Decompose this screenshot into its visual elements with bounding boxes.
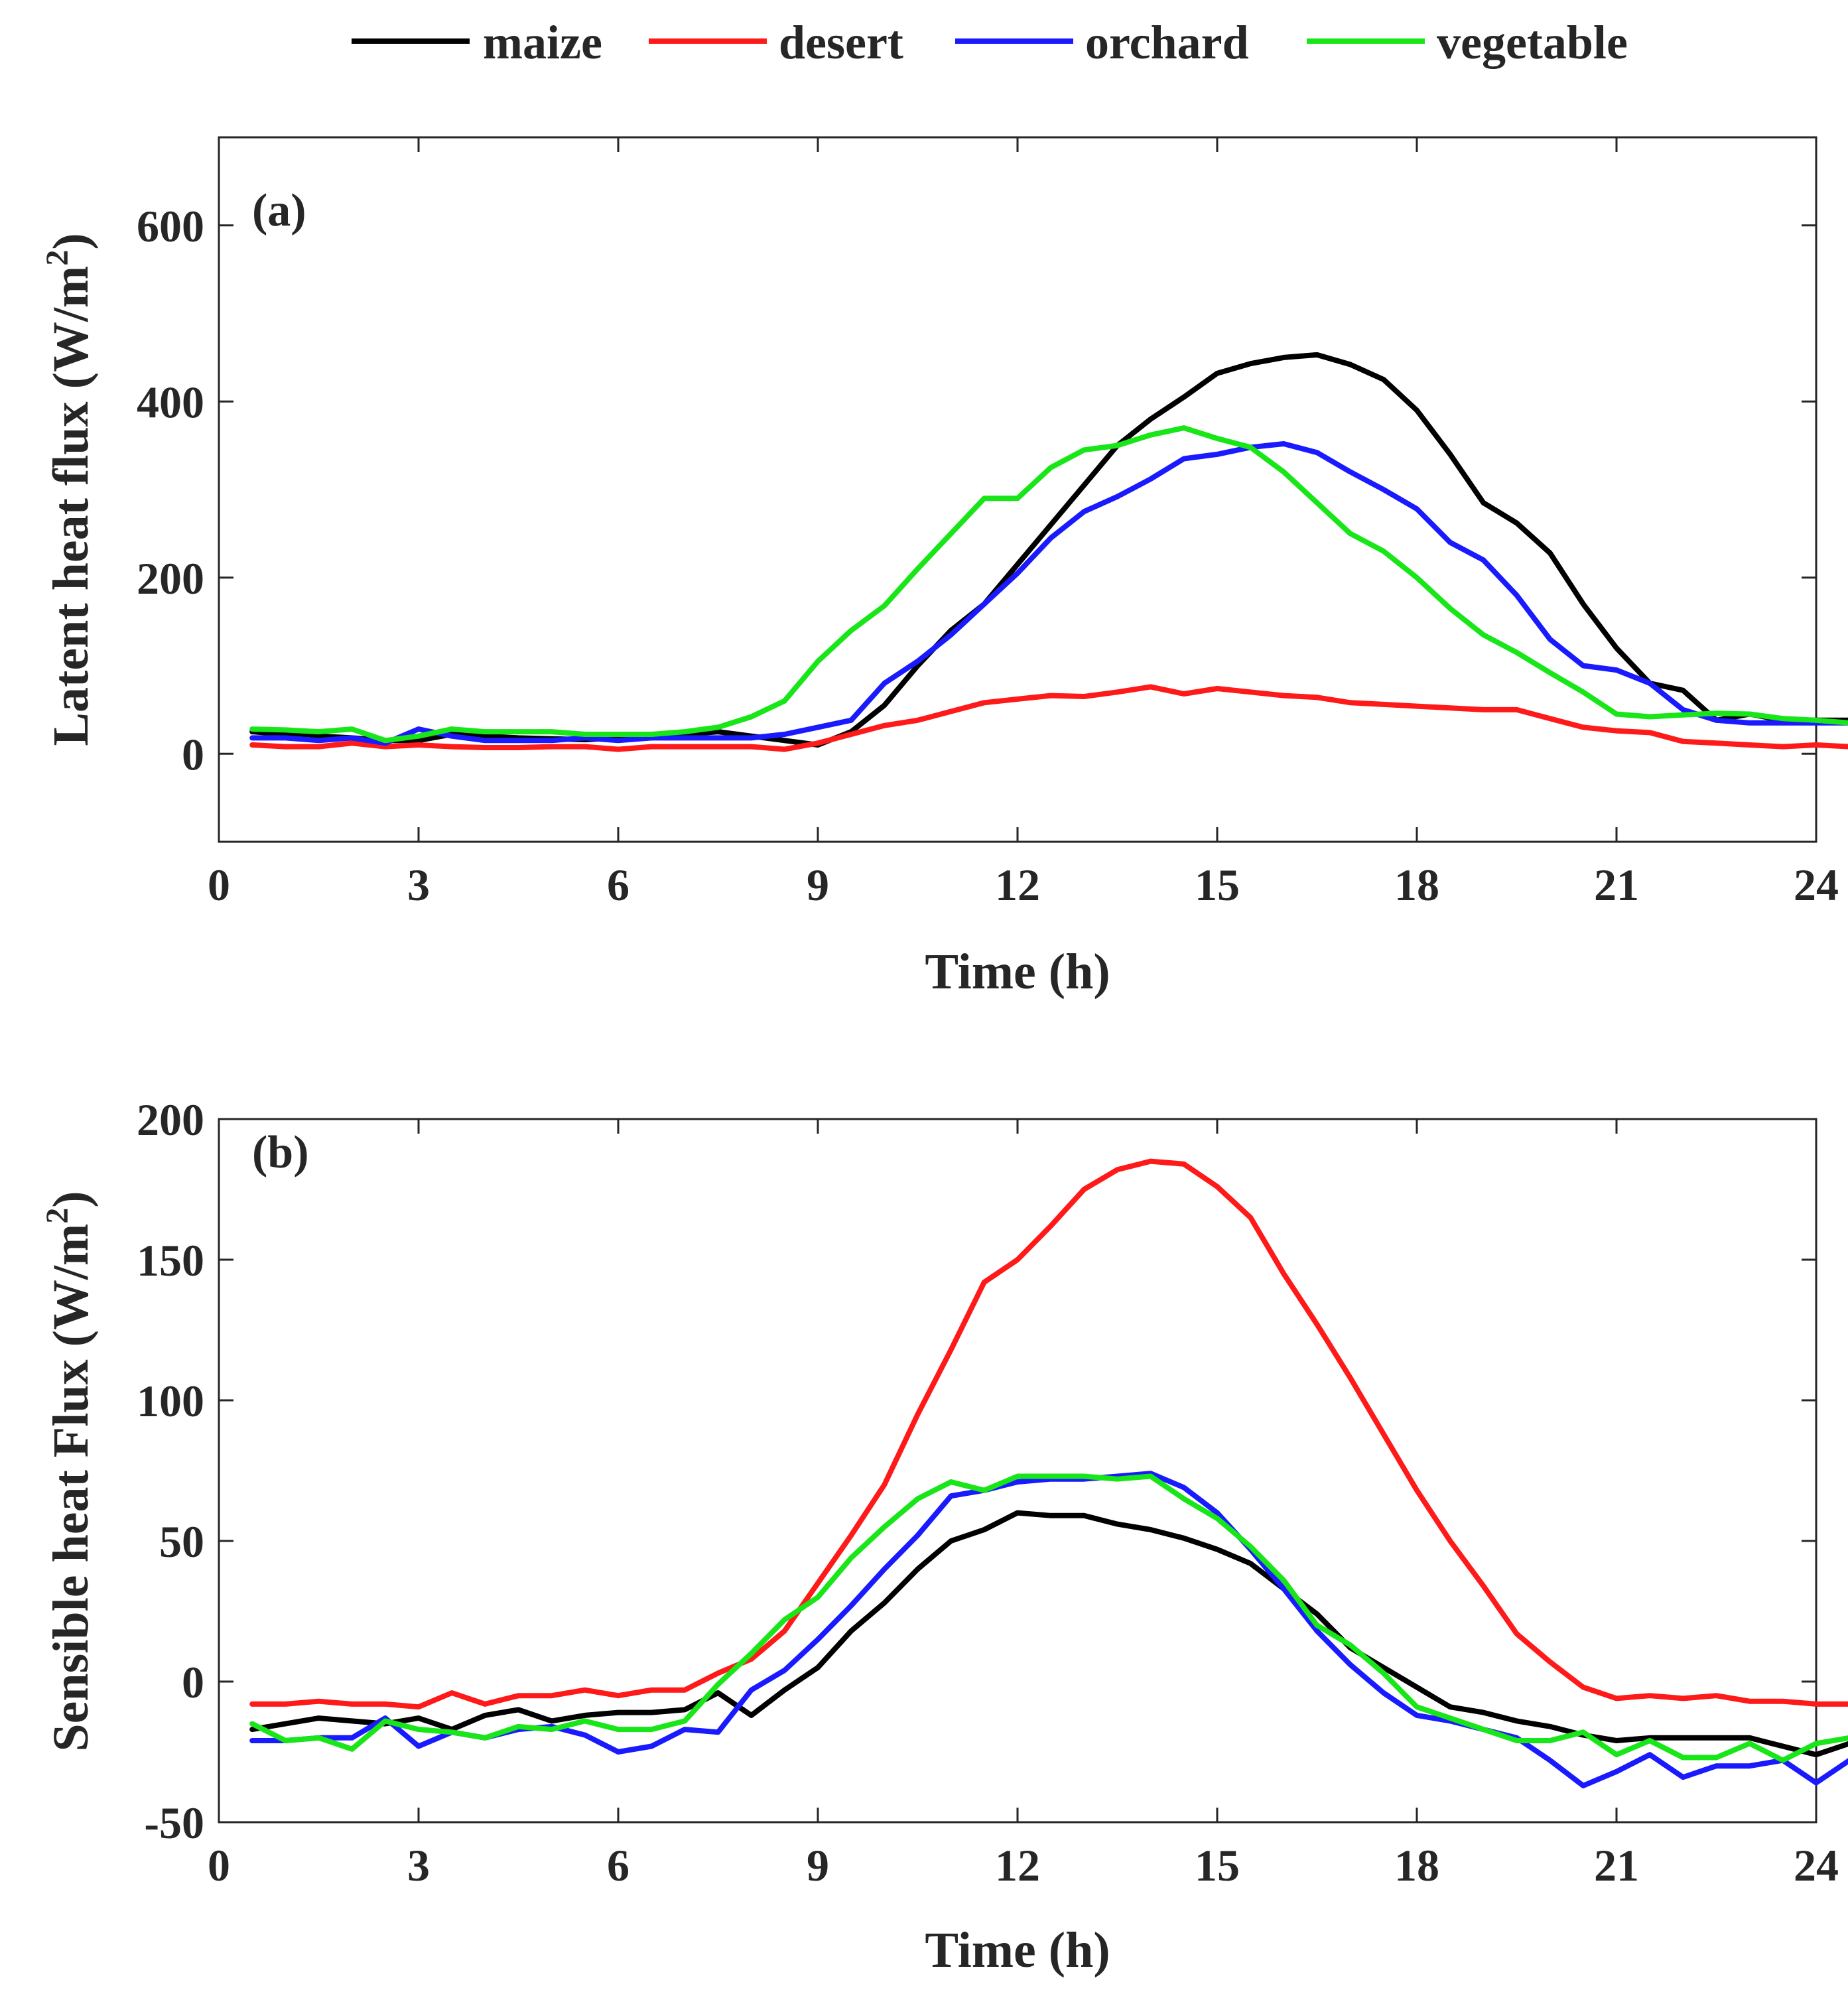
panel-a-label: (a) <box>252 185 306 236</box>
panel-b-xtick-label-6: 18 <box>1394 1840 1439 1891</box>
panel-a-xtick-label-2: 6 <box>607 860 629 910</box>
panel-a-series-maize <box>249 352 1848 748</box>
panel-a-xtick-label-5: 15 <box>1195 860 1240 910</box>
panel-b-y-title-sup: 2 <box>40 1208 75 1224</box>
panel-b-frame <box>218 1118 1817 1824</box>
panel-b-ytick-label-1: 0 <box>182 1657 204 1707</box>
legend: maize desert orchard vegetable <box>352 16 1628 69</box>
panel-a-ytick-label-1: 200 <box>137 553 204 604</box>
panel-a-series-vegetable <box>249 425 1848 744</box>
panel-a-ytick-label-0: 0 <box>182 729 204 779</box>
panel-a-xtick-label-6: 18 <box>1394 860 1439 910</box>
panel-b-x-title: Time (h) <box>925 1922 1110 1978</box>
panel-a-xtick-label-8: 24 <box>1794 860 1839 910</box>
panel-a-xtick-label-3: 9 <box>807 860 829 910</box>
panel-b-xtick-label-2: 6 <box>607 1840 629 1891</box>
panel-b-ytick-label-3: 100 <box>137 1376 204 1426</box>
panel-b-y-title: Sensible heat Flux (W/m2) <box>40 1191 99 1751</box>
panel-a-latent-heat: 0 3 6 9 12 15 18 21 24 0 200 400 600 (a) Time (h) La… <box>40 136 1848 1000</box>
panel-b-xtick-label-3: 9 <box>807 1840 829 1891</box>
legend-label-desert: desert <box>779 16 903 69</box>
panel-a-xtick-label-1: 3 <box>407 860 430 910</box>
panel-a-ytick-label-2: 400 <box>137 377 204 427</box>
panel-b-y-title-main: Sensible heat Flux (W/m <box>43 1224 99 1752</box>
panel-a-xtick-label-4: 12 <box>995 860 1040 910</box>
panel-a-series-orchard <box>249 441 1848 746</box>
panel-a-y-title-main: Latent heat flux (W/m <box>43 266 99 746</box>
panel-b-xtick-label-7: 21 <box>1594 1840 1639 1891</box>
panel-a-y-title-suffix: ) <box>43 233 99 249</box>
legend-label-orchard: orchard <box>1085 16 1249 69</box>
panel-b-xtick-label-5: 15 <box>1195 1840 1240 1891</box>
panel-a-series <box>249 352 1848 752</box>
panel-b-series <box>249 1158 1848 1788</box>
panel-a-y-title: Latent heat flux (W/m2) <box>40 233 99 746</box>
panel-a-xtick-label-0: 0 <box>208 860 230 910</box>
panel-b-xtick-label-1: 3 <box>407 1840 430 1891</box>
panel-b-y-title-suffix: ) <box>43 1191 99 1207</box>
panel-b-ytick-label-0: -50 <box>144 1798 204 1848</box>
panel-b-label: (b) <box>252 1127 309 1178</box>
panel-a-xtick-label-7: 21 <box>1594 860 1639 910</box>
panel-b-xtick-label-0: 0 <box>208 1840 230 1891</box>
panel-b-ytick-label-5: 200 <box>137 1095 204 1145</box>
panel-b-ytick-label-4: 150 <box>137 1235 204 1286</box>
panel-b-series-vegetable <box>249 1473 1848 1763</box>
panel-a-ytick-label-3: 600 <box>137 201 204 251</box>
panel-a-x-title: Time (h) <box>925 944 1110 1000</box>
panel-a-ticks: 0 3 6 9 12 15 18 21 24 0 200 400 600 <box>137 137 1839 910</box>
legend-label-maize: maize <box>483 16 602 69</box>
legend-label-vegetable: vegetable <box>1437 16 1628 69</box>
panel-a-y-title-sup: 2 <box>40 250 75 266</box>
panel-b-xtick-label-8: 24 <box>1794 1840 1839 1891</box>
panel-b-series-desert <box>249 1158 1848 1710</box>
panel-b-ytick-label-2: 50 <box>159 1516 204 1567</box>
panel-b-series-maize <box>249 1510 1848 1758</box>
panel-b-xtick-label-4: 12 <box>995 1840 1040 1891</box>
panel-a-series-desert <box>249 684 1848 752</box>
